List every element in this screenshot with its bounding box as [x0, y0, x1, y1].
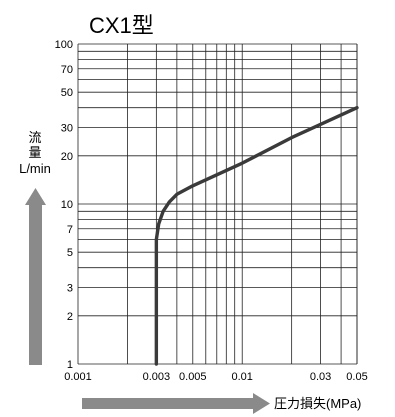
y-tick-label: 70: [61, 64, 73, 76]
x-axis-arrow: [82, 393, 270, 414]
y-tick-label: 1: [67, 359, 73, 371]
series-layer: [154, 105, 359, 366]
y-tick-label: 100: [55, 39, 73, 51]
x-axis-label: 圧力損失(MPa): [274, 396, 361, 411]
x-tick-label: 0.001: [64, 371, 92, 383]
y-axis-label-line3: L/min: [19, 161, 51, 176]
y-axis-arrow: [25, 188, 46, 365]
y-tick-label: 7: [67, 224, 73, 236]
y-tick-label: 20: [61, 151, 73, 163]
x-tick-label: 0.05: [346, 371, 367, 383]
x-tick-label: 0.003: [143, 371, 171, 383]
y-tick-label: 5: [67, 247, 73, 259]
y-axis-label-line1: 流: [28, 130, 41, 145]
series-line: [154, 105, 359, 366]
x-tick-label: 0.005: [179, 371, 207, 383]
chart-title: CX1型: [89, 13, 154, 38]
y-tick-label: 50: [61, 87, 73, 99]
y-tick-label: 30: [61, 123, 73, 135]
x-tick-label: 0.03: [310, 371, 331, 383]
y-tick-label: 2: [67, 311, 73, 323]
y-tick-label: 10: [61, 199, 73, 211]
x-tick-label: 0.01: [232, 371, 253, 383]
y-axis-label-line2: 量: [28, 145, 41, 160]
tick-labels: 1 2 3 5 7 10 20 30 50 70 100 0.001 0.003 0.005 0.01 0.0…: [55, 39, 368, 383]
y-tick-label: 3: [67, 283, 73, 295]
grid: [77, 43, 358, 365]
